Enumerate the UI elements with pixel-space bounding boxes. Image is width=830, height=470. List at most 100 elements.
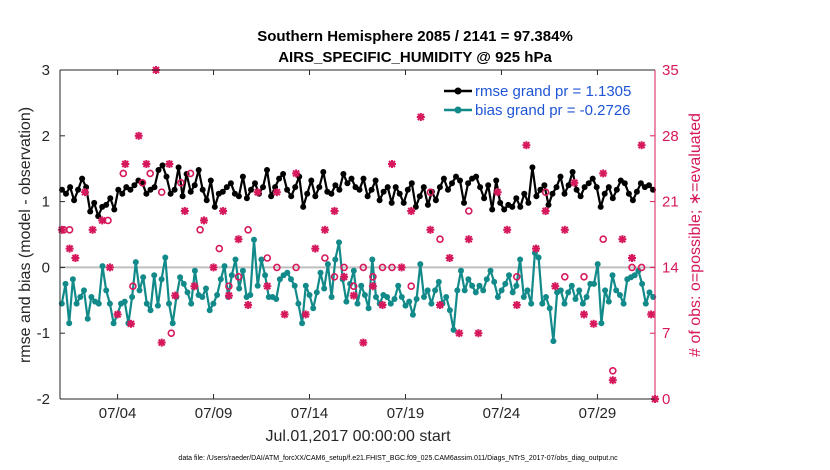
- rmse-point: [143, 190, 150, 197]
- obs-evaluated-marker: [397, 263, 406, 272]
- bias-point: [387, 300, 394, 307]
- rmse-point: [509, 203, 516, 210]
- bias-point: [99, 263, 106, 270]
- bias-point: [421, 294, 427, 300]
- obs-evaluated-marker: [532, 244, 540, 253]
- rmse-point: [67, 184, 74, 191]
- bias-point: [239, 267, 246, 274]
- obs-evaluated-stroke: [388, 160, 396, 168]
- rmse-point: [187, 188, 194, 195]
- bias-point: [350, 267, 357, 274]
- bias-point: [487, 267, 494, 274]
- obs-evaluated-stroke: [121, 160, 130, 168]
- obs-evaluated-marker: [272, 188, 281, 197]
- obs-evaluated-marker: [368, 282, 377, 291]
- bias-point: [110, 320, 117, 327]
- bias-point: [465, 276, 472, 283]
- rmse-point: [312, 193, 319, 200]
- rmse-point: [203, 197, 210, 204]
- bias-point: [550, 338, 557, 345]
- obs-evaluated-stroke: [142, 160, 151, 168]
- obs-possible-marker: [292, 263, 300, 272]
- obs-possible-marker: [215, 244, 224, 253]
- obs-evaluated-stroke: [311, 244, 320, 253]
- obs-evaluated-marker: [71, 254, 80, 262]
- rmse-point: [191, 182, 198, 189]
- bias-point: [251, 236, 257, 243]
- y-left-tick-label: 0: [42, 259, 50, 276]
- bias-point: [391, 296, 398, 302]
- obs-possible-marker: [186, 169, 195, 178]
- bias-point: [177, 274, 184, 281]
- rmse-point: [91, 199, 98, 206]
- bias-point: [373, 294, 379, 300]
- legend-rmse-marker: [454, 87, 462, 95]
- bias-point: [84, 315, 91, 322]
- rmse-point: [284, 186, 291, 193]
- rmse-point: [621, 180, 628, 187]
- obs-possible-marker: [608, 366, 617, 375]
- rmse-point: [392, 184, 399, 191]
- bias-point: [398, 294, 405, 300]
- rmse-point: [501, 206, 508, 213]
- bias-point: [602, 287, 609, 294]
- bias-point: [62, 280, 69, 287]
- rmse-point: [513, 195, 520, 202]
- obs-evaluated-marker: [340, 272, 349, 281]
- obs-evaluated-marker: [280, 310, 289, 319]
- obs-possible-marker: [407, 282, 416, 291]
- obs-evaluated-stroke: [134, 132, 143, 140]
- rmse-point: [529, 164, 536, 171]
- bias-point: [217, 276, 224, 283]
- bias-point: [73, 300, 80, 307]
- bias-point: [539, 300, 546, 307]
- obs-possible-marker: [65, 226, 74, 234]
- rmse-point: [432, 197, 439, 204]
- rmse-point: [171, 186, 178, 193]
- y-left-tick-label: 2: [42, 128, 50, 145]
- rmse-point: [195, 167, 202, 173]
- obs-possible-marker: [234, 272, 243, 281]
- rmse-point: [227, 180, 234, 187]
- obs-evaluated-marker: [522, 141, 531, 150]
- obs-evaluated-marker: [219, 207, 228, 215]
- y-right-tick-label: 7: [662, 325, 670, 342]
- bias-point: [328, 294, 335, 300]
- bias-point: [140, 274, 147, 281]
- bias-point: [406, 298, 413, 305]
- obs-evaluated-stroke: [273, 188, 281, 196]
- bias-point: [295, 300, 302, 307]
- obs-evaluated-marker: [134, 131, 143, 140]
- bias-point: [450, 326, 457, 333]
- obs-evaluated-marker: [436, 301, 444, 309]
- obs-evaluated-marker: [311, 244, 320, 253]
- obs-evaluated-stroke: [493, 188, 502, 196]
- obs-evaluated-stroke: [570, 179, 579, 187]
- bias-point: [310, 305, 317, 312]
- obs-evaluated-marker: [618, 235, 627, 244]
- obs-evaluated-stroke: [436, 301, 444, 309]
- rmse-point: [175, 164, 182, 171]
- bias-point: [203, 285, 209, 292]
- rmse-point: [517, 203, 524, 210]
- bias-point: [273, 296, 280, 302]
- rmse-point: [609, 195, 616, 202]
- bias-point: [121, 298, 128, 305]
- x-axis-label: Jul.01,2017 00:00:00 start: [265, 428, 451, 445]
- y-right-tick-label: 14: [662, 259, 679, 276]
- rmse-point: [151, 184, 158, 191]
- obs-evaluated-marker: [647, 310, 656, 319]
- bias-point: [469, 282, 476, 289]
- rmse-point: [372, 177, 379, 184]
- obs-possible-marker: [340, 263, 348, 272]
- y-left-tick-label: -2: [37, 391, 50, 408]
- rmse-point: [107, 195, 114, 202]
- obs-evaluated-stroke: [280, 310, 289, 319]
- obs-evaluated-stroke: [513, 301, 521, 309]
- obs-possible-marker: [349, 282, 358, 291]
- legend-bias-marker: [454, 106, 462, 114]
- obs-evaluated-stroke: [113, 310, 122, 319]
- obs-evaluated-stroke: [106, 263, 114, 272]
- obs-evaluated-stroke: [647, 310, 655, 319]
